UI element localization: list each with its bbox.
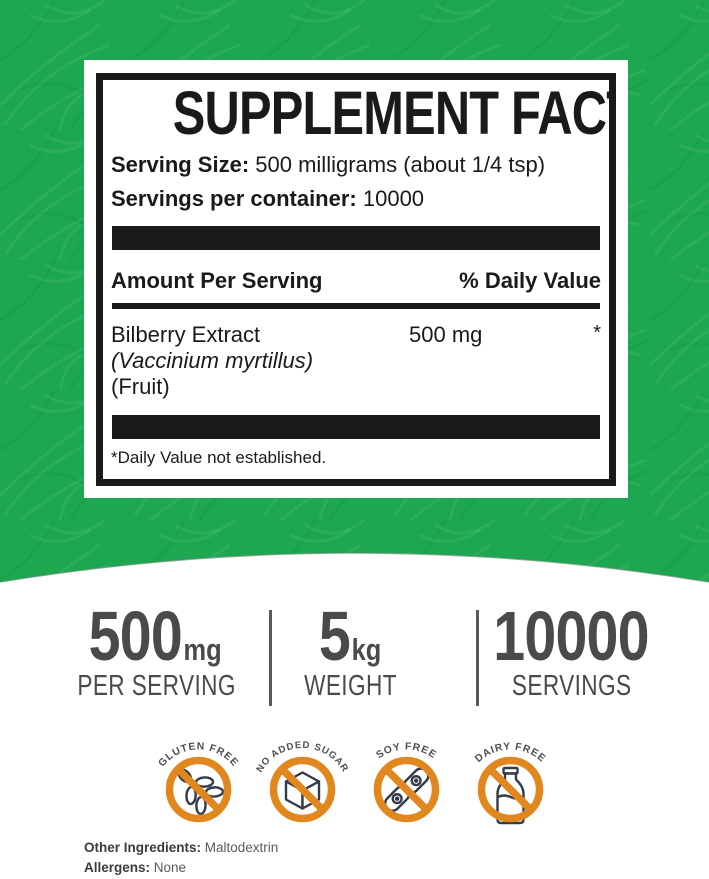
prohibition-slash bbox=[487, 766, 534, 813]
ingredient-amount: 500 mg bbox=[409, 322, 483, 347]
supplement-facts-panel: SUPPLEMENT FACTS Serving Size: 500 milli… bbox=[84, 60, 628, 498]
gluten-free-badge: GLUTEN FREE bbox=[157, 741, 241, 823]
serving-size-label: Serving Size: bbox=[111, 152, 250, 177]
allergens-value: None bbox=[150, 860, 187, 875]
soy-pod-icon bbox=[383, 767, 430, 812]
stat-weight-label: WEIGHT bbox=[303, 670, 397, 702]
dairy-free-badge: DAIRY FREE bbox=[473, 741, 547, 825]
stat-weight-unit: kg bbox=[351, 632, 382, 667]
dv-footnote: *Daily Value not established. bbox=[111, 448, 327, 467]
stat-divider bbox=[476, 610, 479, 706]
other-ingredients-label: Other Ingredients: bbox=[84, 840, 202, 855]
prohibition-circle bbox=[373, 756, 440, 823]
stat-per-serving: 500 mg PER SERVING bbox=[55, 597, 255, 702]
servings-value: 10000 bbox=[356, 186, 425, 211]
servings-label: Servings per container: bbox=[111, 186, 357, 211]
no-added-sugar-badge: NO ADDED SUGAR bbox=[254, 740, 350, 823]
footer-ingredients: Other Ingredients: Maltodextrin Allergen… bbox=[84, 838, 278, 878]
ingredient-plant-part: (Fruit) bbox=[111, 374, 170, 399]
thick-divider-bar-bottom bbox=[112, 415, 600, 439]
free-from-badges-row: GLUTEN FREE NO ADDED SUGAR bbox=[0, 735, 709, 833]
other-ingredients-line: Other Ingredients: Maltodextrin bbox=[84, 838, 278, 858]
ingredient-latin-name: (Vaccinium myrtillus) bbox=[111, 348, 314, 373]
stat-servings-value: 10000 bbox=[493, 597, 649, 675]
amount-per-serving-header: Amount Per Serving bbox=[111, 268, 323, 293]
facts-header-row: Amount Per Serving % Daily Value bbox=[111, 268, 601, 294]
serving-size-value: 500 milligrams (about 1/4 tsp) bbox=[249, 152, 546, 177]
facts-title: SUPPLEMENT FACTS bbox=[111, 82, 609, 144]
stat-per-serving-number: 500 mg bbox=[55, 597, 255, 675]
curve-edge-line bbox=[0, 552, 709, 583]
svg-text:GLUTEN FREE: GLUTEN FREE bbox=[157, 741, 241, 769]
stat-per-serving-label: PER SERVING bbox=[77, 670, 236, 702]
stats-row: 500 mg PER SERVING 5 kg WEIGHT 10000 SERVI… bbox=[0, 597, 709, 714]
facts-border-box: SUPPLEMENT FACTS Serving Size: 500 milli… bbox=[96, 73, 616, 486]
prohibition-slash bbox=[383, 766, 430, 813]
stat-servings-label: SERVINGS bbox=[512, 670, 632, 702]
gluten-free-arc-text: GLUTEN FREE bbox=[157, 741, 240, 769]
thick-divider-bar-top bbox=[112, 226, 600, 250]
other-ingredients-value: Maltodextrin bbox=[201, 840, 279, 855]
stat-divider bbox=[269, 610, 272, 706]
header-rule bbox=[112, 303, 600, 309]
serving-size-line: Serving Size: 500 milligrams (about 1/4 … bbox=[111, 151, 601, 178]
daily-value-header: % Daily Value bbox=[459, 268, 601, 293]
prohibition-circle bbox=[165, 756, 232, 823]
stat-per-serving-value: 500 bbox=[88, 597, 182, 675]
stat-weight-number: 5 kg bbox=[250, 597, 450, 675]
facts-title-text: SUPPLEMENT FACTS bbox=[172, 79, 609, 147]
soy-free-badge: SOY FREE bbox=[373, 741, 440, 823]
ingredient-name: Bilberry Extract bbox=[111, 322, 261, 347]
allergens-label: Allergens: bbox=[84, 860, 151, 875]
servings-per-container-line: Servings per container: 10000 bbox=[111, 185, 601, 212]
stat-servings-number: 10000 bbox=[472, 597, 672, 675]
stat-per-serving-unit: mg bbox=[183, 632, 222, 667]
ingredient-name-block: Bilberry Extract (Vaccinium myrtillus) (… bbox=[111, 322, 409, 400]
prohibition-slash bbox=[175, 766, 222, 813]
stat-weight-value: 5 bbox=[318, 597, 351, 675]
allergens-line: Allergens: None bbox=[84, 858, 278, 878]
ingredient-dv-asterisk: * bbox=[593, 322, 601, 344]
prohibition-circle bbox=[477, 756, 544, 823]
prohibition-slash bbox=[279, 766, 326, 813]
stat-servings: 10000 SERVINGS bbox=[472, 597, 672, 702]
stat-weight: 5 kg WEIGHT bbox=[250, 597, 450, 702]
prohibition-circle bbox=[269, 756, 336, 823]
ingredient-row: Bilberry Extract (Vaccinium myrtillus) (… bbox=[111, 322, 601, 400]
